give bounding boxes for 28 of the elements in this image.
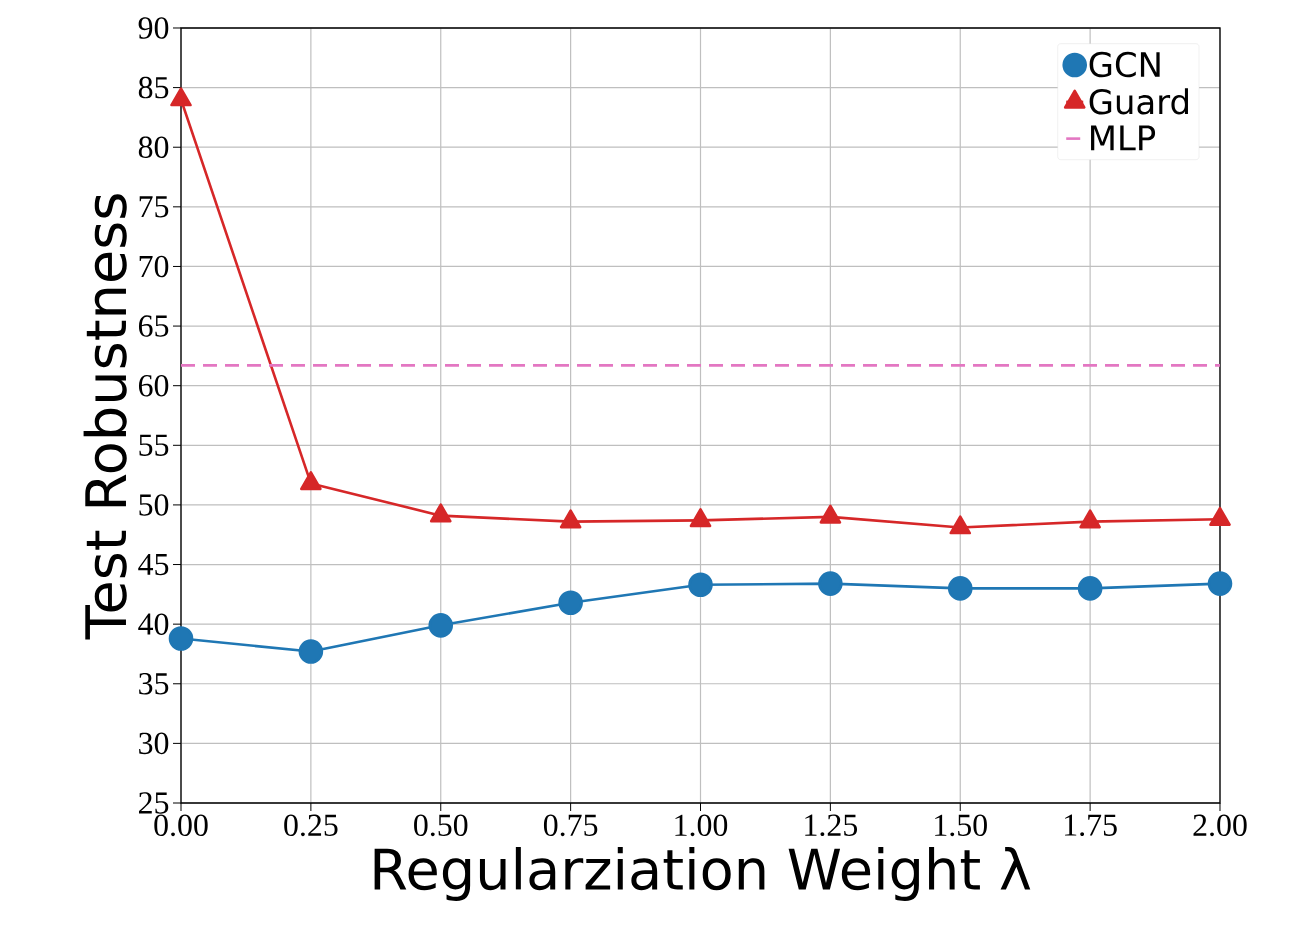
y-tick-label: 80: [138, 136, 169, 158]
y-tick-label: 75: [139, 196, 169, 218]
y-tick-label: 50: [139, 494, 169, 516]
x-tick-label: 0.75: [543, 814, 598, 837]
x-tick-label: 0.00: [154, 814, 208, 837]
legend-label: Guard: [1089, 88, 1188, 115]
y-tick-label: 45: [138, 553, 169, 576]
x-tick-label: 1.75: [1065, 814, 1117, 837]
y-tick-label: 70: [139, 255, 169, 278]
y-tick-label: 60: [138, 374, 169, 397]
x-axis-title: Regularziation Weight λ: [374, 847, 1031, 902]
y-tick-label: 85: [138, 76, 169, 99]
y-tick-label: 30: [139, 732, 169, 755]
x-tick-label: 0.50: [414, 814, 468, 837]
y-tick-label: 65: [138, 315, 169, 337]
y-axis-title: Test Robustness: [83, 194, 127, 640]
x-tick-label: 0.25: [284, 814, 338, 837]
x-tick-label: 1.00: [675, 814, 728, 837]
y-tick-label: 90: [138, 17, 169, 39]
x-tick-label: 1.50: [935, 814, 987, 837]
legend-label: MLP: [1091, 125, 1156, 151]
y-tick-label: 55: [139, 434, 169, 456]
y-tick-label: 40: [138, 613, 169, 635]
y-tick-label: 25: [139, 792, 169, 814]
legend-label: GCN: [1089, 51, 1160, 78]
x-tick-label: 2.00: [1193, 814, 1247, 837]
y-tick-label: 35: [139, 673, 169, 695]
x-tick-label: 1.25: [805, 814, 858, 837]
